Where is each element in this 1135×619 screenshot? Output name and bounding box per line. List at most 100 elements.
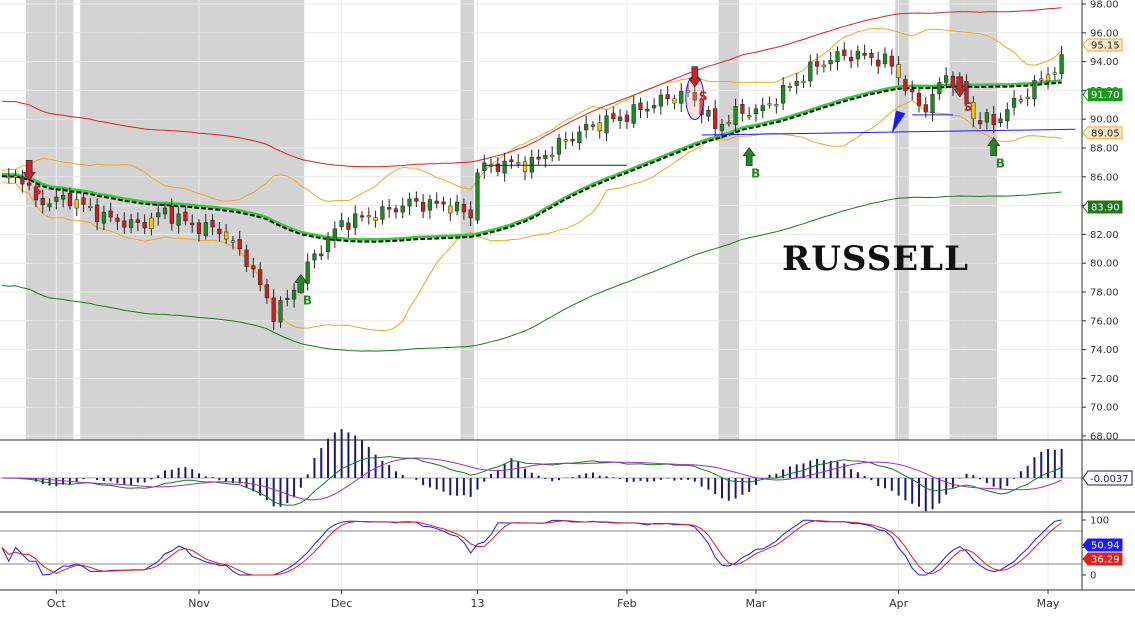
candle-body-131 (889, 55, 894, 67)
candle-body-33 (224, 231, 229, 240)
candle-body-16 (108, 210, 113, 218)
candle-body-1 (6, 176, 11, 179)
candle-body-145 (984, 112, 990, 123)
candle-body-90 (611, 113, 616, 119)
date-label-5: Mar (746, 597, 767, 610)
candle-body-115 (781, 85, 786, 104)
candle-body-55 (373, 217, 378, 221)
candle-body-79 (536, 156, 541, 160)
stochastic-panel (0, 519, 1082, 576)
candle-body-156 (1059, 54, 1064, 74)
candle-body-64 (434, 200, 439, 204)
candle-body-138 (937, 82, 942, 95)
candle-body-151 (1025, 96, 1030, 99)
candle-body-22 (149, 217, 154, 229)
candle-body-102 (692, 92, 697, 101)
candle-body-63 (427, 199, 433, 211)
candle-body-76 (516, 162, 521, 165)
envelope-lower (1, 191, 1062, 352)
candle-body-134 (910, 88, 915, 93)
price-tag-label-3: 83.90 (1091, 203, 1120, 214)
shade-period-4 (718, 0, 739, 440)
candle-body-154 (1045, 74, 1051, 82)
blue-arrow (891, 110, 906, 134)
candle-body-105 (713, 108, 718, 129)
annotations: S B S B S B (22, 66, 1076, 307)
candle-body-85 (577, 131, 582, 143)
candle-body-124 (842, 49, 847, 56)
candle-body-18 (122, 220, 127, 228)
candle-body-118 (801, 80, 806, 83)
candle-body-52 (353, 213, 358, 228)
price-tag-fill-0 (1088, 39, 1122, 52)
candle-body-97 (658, 94, 663, 107)
indicator-lines (1, 7, 1062, 352)
candle-body-153 (1039, 78, 1044, 81)
candle-body-77 (522, 161, 528, 172)
candle-body-50 (339, 220, 344, 227)
price-tag-box-2 (1082, 126, 1123, 140)
sell-arrow-2 (688, 66, 702, 88)
candle-body-73 (495, 163, 500, 172)
price-tick-label-11: 76.00 (1090, 316, 1119, 327)
macd-panel (0, 429, 1082, 512)
price-tick-label-6: 86.00 (1090, 172, 1119, 183)
candle-body-24 (162, 207, 168, 215)
candle-body-148 (1005, 109, 1010, 122)
price-tag-label-2: 89.05 (1091, 128, 1120, 139)
date-label-2: Dec (331, 597, 352, 610)
candle-body-14 (94, 204, 100, 223)
date-label-0: Oct (47, 597, 67, 610)
candle-body-139 (944, 75, 949, 83)
candle-body-80 (543, 155, 548, 160)
price-tag-label-0: 95.15 (1091, 41, 1120, 52)
price-tag-label-1: 91.70 (1091, 90, 1120, 101)
candle-body-71 (482, 162, 487, 171)
candle-body-119 (808, 61, 813, 82)
candle-body-94 (638, 102, 643, 111)
signal-label-4: S (964, 100, 973, 114)
stoch-tag-label-1: 36.29 (1091, 555, 1120, 566)
stoch-k-line (1, 519, 1062, 576)
candle-body-136 (923, 104, 928, 113)
candle-body-39 (264, 284, 270, 299)
candle-body-109 (740, 104, 745, 114)
stoch-d-line (1, 519, 1062, 576)
stoch-tag-label-0: 50.94 (1091, 540, 1120, 551)
candle-body-91 (617, 116, 623, 121)
candle-body-45 (305, 261, 310, 284)
candle-body-61 (414, 198, 419, 202)
candle-body-19 (128, 219, 134, 228)
candle-body-143 (971, 102, 976, 120)
shade-period-3 (460, 0, 475, 440)
support-line-2 (701, 128, 1076, 136)
candle-body-30 (203, 222, 208, 237)
candle-body-81 (550, 154, 555, 157)
candle-body-121 (821, 64, 827, 68)
price-tick-label-5: 88.00 (1090, 144, 1119, 155)
candle-body-67 (454, 201, 460, 212)
candle-body-78 (529, 156, 534, 173)
candle-body-28 (190, 222, 195, 226)
candle-body-12 (81, 197, 86, 205)
moving-average-black (1, 81, 1062, 243)
candle-body-104 (706, 110, 711, 117)
candle-body-152 (1032, 80, 1037, 100)
candle-body-60 (407, 198, 412, 207)
candle-body-70 (475, 172, 480, 221)
candle-body-123 (835, 51, 840, 62)
candle-body-47 (319, 253, 324, 257)
candle-body-84 (570, 139, 575, 142)
candle-body-42 (285, 297, 290, 300)
candle-body-113 (767, 103, 772, 106)
candle-body-54 (366, 215, 371, 218)
price-tick-label-0: 98.00 (1090, 0, 1119, 11)
price-tag-fill-3 (1088, 201, 1122, 214)
price-tick-label-1: 96.00 (1090, 28, 1119, 39)
candle-body-129 (876, 59, 881, 67)
bollinger-upper (1, 27, 1062, 203)
candle-body-93 (631, 104, 636, 124)
price-tick-label-14: 70.00 (1090, 403, 1119, 414)
